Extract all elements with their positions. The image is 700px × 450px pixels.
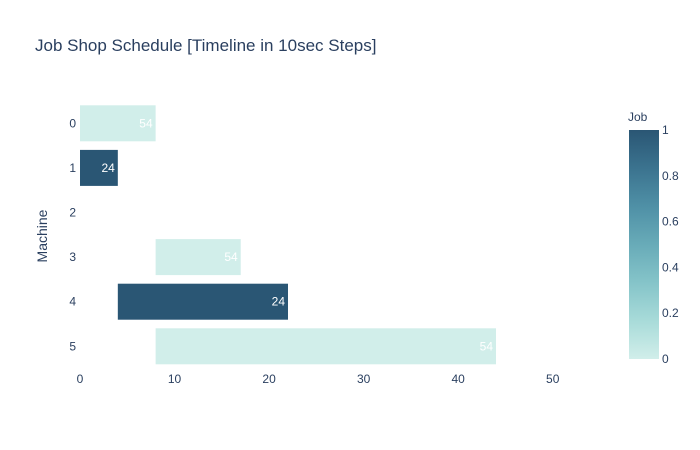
x-tick-label: 10 [168, 372, 182, 386]
colorbar-tick-label: 0.4 [662, 260, 679, 274]
y-tick-label: 0 [69, 116, 76, 130]
bars: 54 24 54 24 54 [80, 105, 497, 365]
x-tick-label: 0 [77, 372, 84, 386]
colorbar-ticks: 0 0.2 0.4 0.6 0.8 1 [662, 123, 679, 366]
bar-label: 24 [101, 161, 115, 175]
y-tick-label: 2 [69, 206, 76, 220]
x-tick-label: 40 [452, 372, 466, 386]
bar-label: 54 [480, 339, 494, 353]
colorbar-tick-label: 0.8 [662, 169, 679, 183]
colorbar-tick-label: 0 [662, 352, 669, 366]
colorbar-tick-label: 0.2 [662, 306, 679, 320]
schedule-bar [117, 283, 289, 320]
schedule-bar [155, 239, 241, 276]
y-axis-title: Machine [34, 209, 50, 262]
schedule-bar [80, 105, 156, 142]
x-tick-label: 30 [357, 372, 371, 386]
y-tick-label: 5 [69, 339, 76, 353]
x-tick-label: 50 [546, 372, 560, 386]
bar-label: 54 [139, 116, 153, 130]
bar-label: 54 [224, 250, 238, 264]
schedule-bar [80, 149, 118, 186]
y-tick-label: 1 [69, 161, 76, 175]
schedule-bar [155, 328, 497, 365]
colorbar-gradient [629, 130, 659, 359]
colorbar-title: Job [628, 110, 648, 124]
y-tick-label: 3 [69, 250, 76, 264]
bar-label: 24 [272, 295, 286, 309]
colorbar-tick-label: 1 [662, 123, 669, 137]
colorbar-tick-label: 0.6 [662, 215, 679, 229]
x-axis-ticks: 0 10 20 30 40 50 [77, 372, 560, 386]
y-axis-ticks: 0 1 2 3 4 5 [69, 116, 76, 353]
chart-title: Job Shop Schedule [Timeline in 10sec Ste… [35, 36, 376, 55]
y-tick-label: 4 [69, 295, 76, 309]
x-tick-label: 20 [262, 372, 276, 386]
colorbar: Job 0 0.2 0.4 0.6 0.8 1 [628, 110, 679, 366]
